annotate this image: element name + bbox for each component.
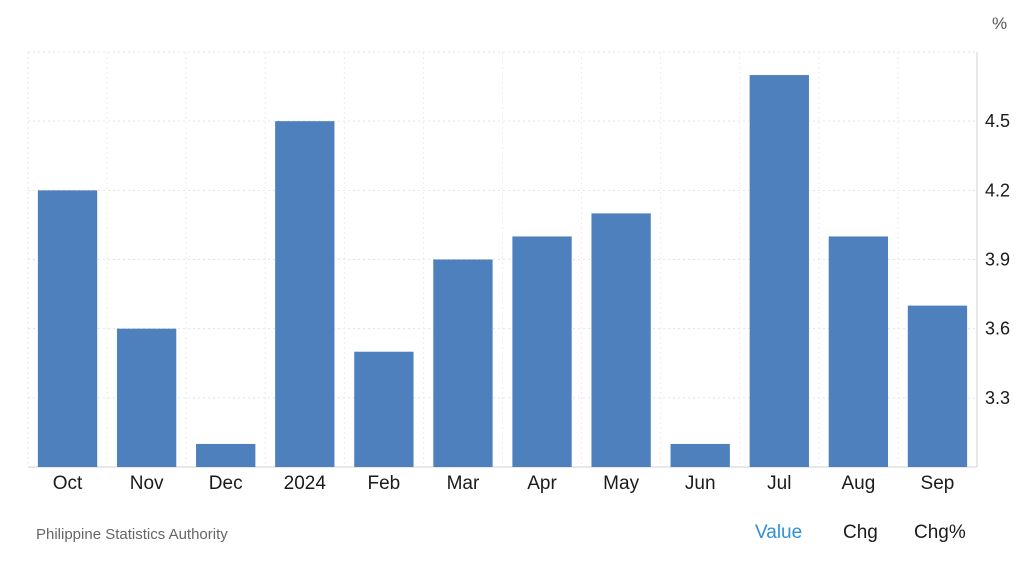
bar — [196, 443, 256, 467]
bars — [37, 75, 968, 468]
x-tick-label: Apr — [527, 473, 557, 494]
toggle-chg[interactable]: Chg — [843, 522, 878, 543]
source-label: Philippine Statistics Authority — [36, 526, 228, 543]
bar — [512, 236, 572, 467]
x-tick-label: Sep — [921, 473, 955, 494]
x-tick-label: Oct — [53, 473, 83, 494]
bar — [354, 351, 414, 467]
x-tick-label: Nov — [130, 473, 164, 494]
bar — [828, 236, 889, 467]
x-tick-label: May — [603, 473, 639, 494]
y-tick-label: 3.6 — [985, 319, 1010, 339]
x-axis-labels: Oct Nov Dec 2024 Feb Mar Apr May Jun Jul Aug Sep — [53, 473, 955, 494]
x-tick-label: Aug — [841, 473, 875, 494]
bar — [37, 190, 98, 468]
y-axis-labels: 3.3 3.6 3.9 4.2 4.5 — [985, 111, 1010, 408]
y-axis-unit-label: % — [992, 14, 1008, 33]
toggle-chg-percent[interactable]: Chg% — [914, 522, 966, 543]
x-tick-label: Feb — [368, 473, 401, 494]
view-toggle-group: Value Chg Chg% — [740, 522, 1000, 548]
bar — [116, 328, 177, 467]
y-tick-label: 3.9 — [985, 250, 1010, 270]
y-tick-label: 4.5 — [985, 111, 1010, 131]
x-tick-label: Mar — [447, 473, 480, 494]
bar — [591, 213, 651, 467]
bar — [749, 75, 809, 468]
x-tick-label: Dec — [209, 473, 243, 494]
bar — [670, 443, 730, 467]
x-tick-label: Jul — [767, 473, 791, 494]
y-tick-label: 4.2 — [985, 180, 1010, 200]
bar — [907, 305, 968, 467]
grid-lines — [27, 51, 978, 468]
x-tick-label: 2024 — [284, 473, 327, 494]
x-tick-label: Jun — [685, 473, 716, 494]
toggle-value[interactable]: Value — [755, 522, 803, 543]
y-tick-label: 3.3 — [985, 388, 1010, 408]
bar — [275, 121, 335, 468]
bar — [433, 259, 493, 467]
